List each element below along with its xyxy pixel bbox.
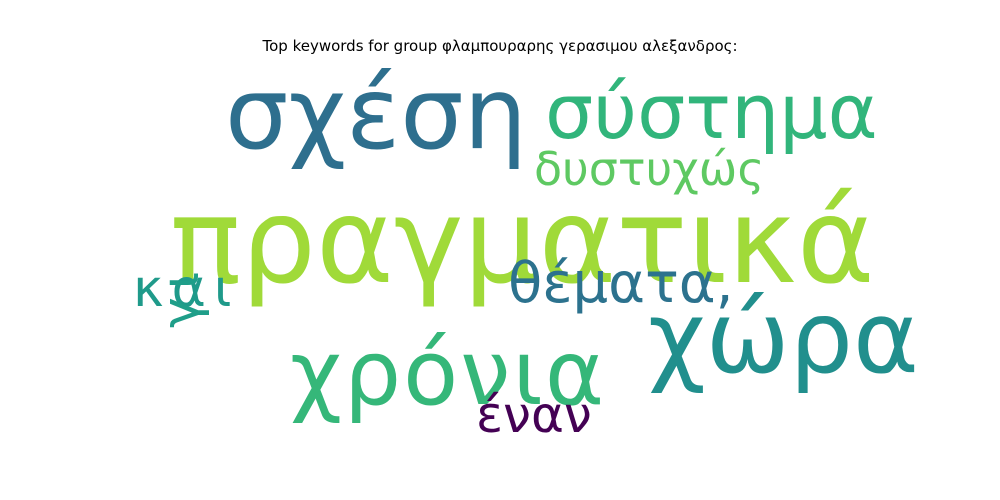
word-4: σύστημα xyxy=(545,67,878,156)
word-3: χρόνια xyxy=(290,321,606,426)
word-8: έναν xyxy=(476,386,592,444)
word-1: σχέση xyxy=(225,55,527,172)
word-7: και xyxy=(133,259,240,319)
word-6: δυστυχώς xyxy=(534,142,764,196)
chart-title: Top keywords for group φλαμπουραρης γερα… xyxy=(262,37,738,55)
word-2: χώρα xyxy=(648,279,919,396)
word-0: πραγματικά xyxy=(170,172,875,310)
word-5: θέματα, xyxy=(508,251,734,316)
word-9: γι xyxy=(151,264,211,328)
